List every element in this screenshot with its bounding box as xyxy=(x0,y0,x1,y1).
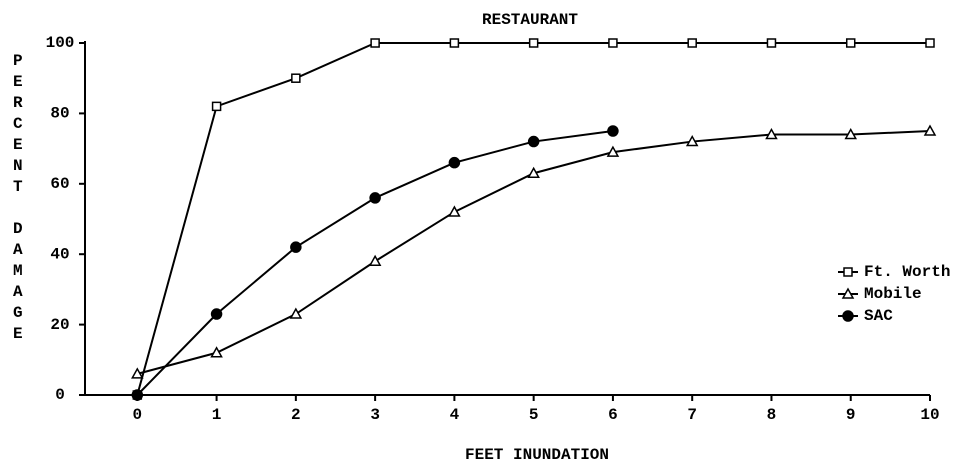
marker xyxy=(925,38,935,48)
y-tick-label: 20 xyxy=(50,316,69,334)
x-axis-label: FEET INUNDATION xyxy=(465,446,609,464)
y-axis-label: PERCENT DAMAGE xyxy=(9,52,27,346)
marker xyxy=(607,125,619,137)
x-tick-label: 10 xyxy=(920,406,939,424)
marker xyxy=(685,135,699,147)
marker xyxy=(687,38,697,48)
marker xyxy=(210,308,223,320)
marker xyxy=(448,156,461,169)
marker xyxy=(369,192,381,204)
marker xyxy=(449,38,460,48)
marker xyxy=(608,38,618,48)
y-tick-label: 40 xyxy=(50,245,69,263)
marker xyxy=(606,145,620,157)
marker xyxy=(528,38,539,48)
marker xyxy=(291,73,301,83)
y-tick-label: 0 xyxy=(55,386,65,404)
y-tick-label: 80 xyxy=(50,105,69,123)
marker xyxy=(766,38,777,48)
x-tick-label: 8 xyxy=(767,406,777,424)
marker xyxy=(842,310,854,322)
x-tick-label: 2 xyxy=(291,406,301,424)
x-tick-label: 0 xyxy=(133,406,143,424)
marker xyxy=(211,101,222,112)
series-line xyxy=(136,42,930,396)
x-tick-label: 7 xyxy=(687,406,697,424)
x-tick-label: 9 xyxy=(846,406,856,424)
marker xyxy=(527,135,540,148)
x-tick-label: 1 xyxy=(212,406,222,424)
y-tick-label: 100 xyxy=(46,34,75,52)
marker xyxy=(448,205,461,217)
marker xyxy=(290,241,302,253)
marker xyxy=(289,307,303,319)
marker xyxy=(370,38,380,48)
legend-label: Ft. Worth xyxy=(864,263,950,281)
x-tick-label: 6 xyxy=(608,406,618,424)
marker xyxy=(841,287,855,299)
legend-label: SAC xyxy=(864,307,893,325)
marker xyxy=(527,166,540,178)
x-tick-label: 5 xyxy=(529,406,539,424)
chart-title: RESTAURANT xyxy=(482,11,578,29)
marker xyxy=(131,367,144,379)
x-tick-label: 4 xyxy=(450,406,460,424)
marker xyxy=(765,127,778,140)
marker xyxy=(843,267,853,277)
y-tick-label: 60 xyxy=(50,175,69,193)
x-tick-label: 3 xyxy=(370,406,380,424)
marker xyxy=(844,127,858,140)
marker xyxy=(845,38,856,48)
marker xyxy=(131,389,144,401)
marker xyxy=(210,346,223,358)
marker xyxy=(923,124,937,136)
marker xyxy=(368,254,382,266)
legend-label: Mobile xyxy=(864,285,922,303)
